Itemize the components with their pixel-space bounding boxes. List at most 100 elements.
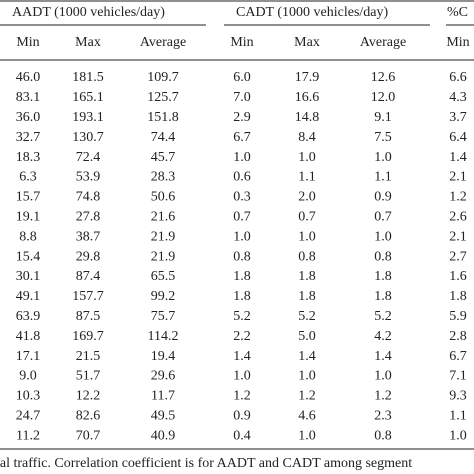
cell: 0.9 xyxy=(374,190,392,205)
cell: 1.0 xyxy=(449,428,467,443)
cell: 1.4 xyxy=(298,349,316,364)
cell: 1.1 xyxy=(449,409,467,424)
column-header: Max xyxy=(75,35,101,50)
cell: 11.2 xyxy=(16,428,40,443)
cell: 16.6 xyxy=(295,90,320,105)
cell: 1.8 xyxy=(374,289,392,304)
cell: 1.8 xyxy=(298,269,316,284)
cell: 6.6 xyxy=(449,70,467,85)
cell: 87.5 xyxy=(76,309,101,324)
cell: 0.6 xyxy=(233,170,251,185)
cell: 193.1 xyxy=(72,110,104,125)
column-header: Max xyxy=(294,35,320,50)
cell: 1.2 xyxy=(449,190,467,205)
cell: 6.3 xyxy=(19,170,37,185)
cell: 17.1 xyxy=(16,349,41,364)
cell: 5.2 xyxy=(298,309,316,324)
cell: 1.8 xyxy=(233,289,251,304)
cell: 0.3 xyxy=(233,190,251,205)
cell: 72.4 xyxy=(76,150,101,165)
cell: 1.0 xyxy=(233,369,251,384)
cell: 169.7 xyxy=(72,329,104,344)
cell: 1.1 xyxy=(374,170,392,185)
cell: 24.7 xyxy=(16,409,41,424)
cell: 4.2 xyxy=(374,329,392,344)
cell: 5.0 xyxy=(298,329,316,344)
cell: 4.3 xyxy=(449,90,467,105)
cell: 0.8 xyxy=(233,249,251,264)
column-header: Average xyxy=(140,35,186,50)
cell: 45.7 xyxy=(151,150,176,165)
cell: 1.4 xyxy=(233,349,251,364)
footnote: ial traffic. Correlation coefficient is … xyxy=(0,456,412,471)
cell: 21.5 xyxy=(76,349,101,364)
cell: 151.8 xyxy=(147,110,179,125)
cell: 50.6 xyxy=(151,190,176,205)
cell: 17.9 xyxy=(295,70,320,85)
group-header: AADT (1000 vehicles/day) xyxy=(12,5,165,20)
cell: 0.8 xyxy=(298,249,316,264)
cell: 18.3 xyxy=(16,150,41,165)
cell: 1.0 xyxy=(298,428,316,443)
cell: 70.7 xyxy=(76,428,101,443)
cell: 2.9 xyxy=(233,110,251,125)
cell: 5.2 xyxy=(374,309,392,324)
cell: 165.1 xyxy=(72,90,104,105)
cell: 49.1 xyxy=(16,289,41,304)
cell: 1.0 xyxy=(374,369,392,384)
cell: 10.3 xyxy=(16,389,41,404)
cell: 29.8 xyxy=(76,249,101,264)
cell: 83.1 xyxy=(16,90,41,105)
cell: 9.0 xyxy=(19,369,37,384)
cell: 1.0 xyxy=(233,150,251,165)
cell: 30.1 xyxy=(16,269,41,284)
cell: 19.4 xyxy=(151,349,176,364)
cell: 49.5 xyxy=(151,409,176,424)
cell: 87.4 xyxy=(76,269,101,284)
column-header: Average xyxy=(360,35,406,50)
cell: 46.0 xyxy=(16,70,41,85)
cell: 32.7 xyxy=(16,130,41,145)
cell: 15.7 xyxy=(16,190,41,205)
cell: 1.8 xyxy=(374,269,392,284)
cell: 2.2 xyxy=(233,329,251,344)
cell: 12.0 xyxy=(371,90,396,105)
cell: 6.7 xyxy=(233,130,251,145)
cell: 82.6 xyxy=(76,409,101,424)
cell: 6.0 xyxy=(233,70,251,85)
column-header: Min xyxy=(16,35,39,50)
cell: 75.7 xyxy=(151,309,176,324)
cell: 1.2 xyxy=(233,389,251,404)
cell: 0.8 xyxy=(374,249,392,264)
group-header: CADT (1000 vehicles/day) xyxy=(236,5,388,20)
cell: 36.0 xyxy=(16,110,41,125)
cell: 74.4 xyxy=(151,130,176,145)
cell: 1.8 xyxy=(233,269,251,284)
cell: 0.9 xyxy=(233,409,251,424)
cell: 40.9 xyxy=(151,428,176,443)
cell: 109.7 xyxy=(147,70,179,85)
cell: 3.7 xyxy=(449,110,467,125)
cell: 7.5 xyxy=(374,130,392,145)
cell: 51.7 xyxy=(76,369,101,384)
cell: 1.0 xyxy=(298,229,316,244)
cell: 8.8 xyxy=(19,229,37,244)
cell: 1.8 xyxy=(449,289,467,304)
cell: 1.6 xyxy=(449,269,467,284)
cell: 5.9 xyxy=(449,309,467,324)
cell: 1.0 xyxy=(298,369,316,384)
cell: 5.2 xyxy=(233,309,251,324)
cell: 65.5 xyxy=(151,269,176,284)
cell: 2.6 xyxy=(449,210,467,225)
cell: 1.8 xyxy=(298,289,316,304)
cell: 27.8 xyxy=(76,210,101,225)
group-header: %C xyxy=(447,5,468,20)
cell: 38.7 xyxy=(76,229,101,244)
cell: 2.1 xyxy=(449,170,467,185)
cell: 0.7 xyxy=(298,210,316,225)
cell: 0.7 xyxy=(233,210,251,225)
cell: 1.0 xyxy=(298,150,316,165)
cell: 8.4 xyxy=(298,130,316,145)
cell: 21.6 xyxy=(151,210,176,225)
cell: 125.7 xyxy=(147,90,179,105)
